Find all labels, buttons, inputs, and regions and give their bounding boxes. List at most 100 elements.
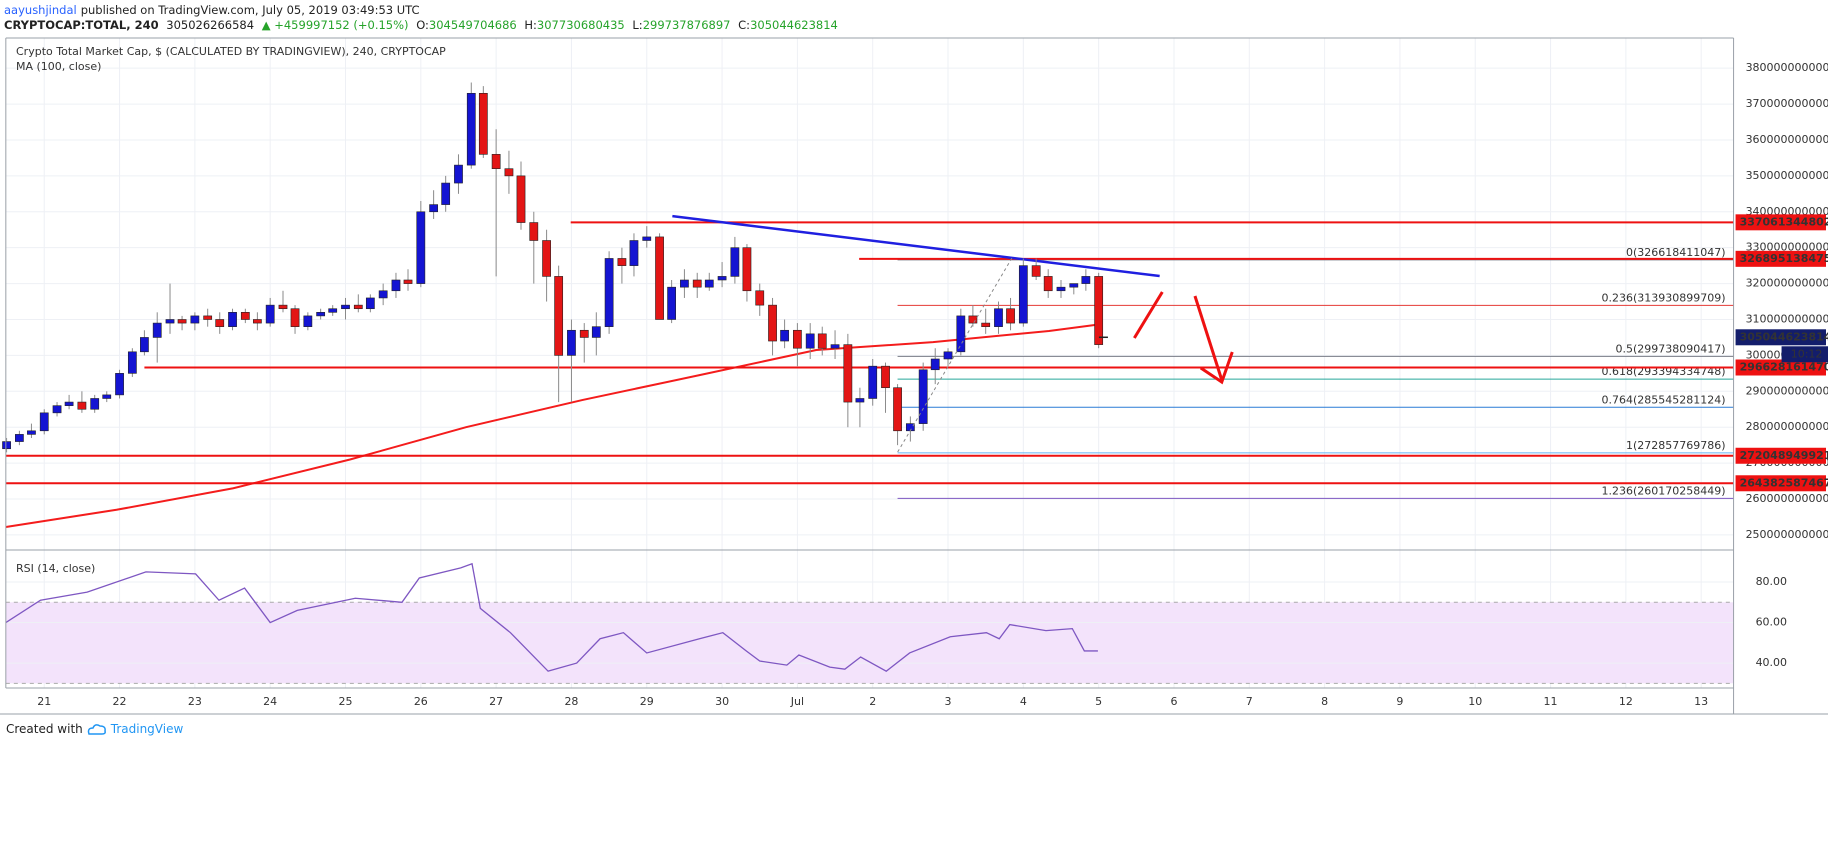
- high: 307730680435: [536, 18, 625, 32]
- candle-body: [77, 401, 87, 410]
- candle-body: [102, 394, 112, 399]
- brand[interactable]: TradingView: [110, 722, 184, 736]
- candle-body: [316, 312, 326, 317]
- level-box: [1735, 447, 1826, 464]
- candle-body: [190, 315, 200, 324]
- arrow-down: [1195, 296, 1222, 380]
- candle-body: [930, 358, 940, 371]
- candle-body: [403, 279, 413, 284]
- candle-body: [830, 344, 840, 349]
- candle-body: [768, 304, 777, 342]
- level-label: 264382587467: [1740, 476, 1828, 489]
- x-tick-label: 10: [1468, 695, 1482, 708]
- candle-body: [805, 333, 815, 349]
- x-tick-label: 30: [715, 695, 729, 708]
- published: published on TradingView.com, July 05, 2…: [80, 3, 420, 17]
- x-tick-label: 8: [1321, 695, 1328, 708]
- candle-body: [215, 319, 225, 327]
- candle-body: [956, 315, 966, 353]
- x-tick-label: 5: [1095, 695, 1102, 708]
- rsi-band: [5, 602, 1734, 684]
- candle-body: [542, 240, 551, 277]
- x-tick-label: 25: [339, 695, 353, 708]
- candle-body: [1031, 265, 1041, 277]
- footer: Created with TradingView: [6, 722, 183, 736]
- candle-body: [843, 344, 853, 403]
- candle-body: [1081, 276, 1091, 284]
- candle-body: [617, 258, 627, 266]
- fib-label: 0(326618411047): [1626, 246, 1726, 259]
- x-tick-label: 27: [489, 695, 503, 708]
- open: 304549704686: [428, 18, 517, 32]
- trendline: [672, 214, 1160, 278]
- candle-body: [203, 315, 213, 320]
- y-tick-label: 260000000000: [1746, 492, 1828, 505]
- x-tick-label: 9: [1396, 695, 1403, 708]
- y-tick-label: 80.00: [1756, 575, 1788, 588]
- candle-body: [579, 329, 589, 338]
- x-tick-label: 4: [1020, 695, 1027, 708]
- rsi-title: RSI (14, close): [16, 562, 95, 575]
- arrow-up: [1134, 292, 1162, 338]
- x-tick-label: 23: [188, 695, 202, 708]
- candle-body: [378, 290, 388, 299]
- candle-body: [491, 154, 501, 169]
- candle-body: [881, 365, 890, 389]
- x-tick-label: 2: [869, 695, 876, 708]
- y-tick-label: 250000000000: [1746, 528, 1828, 541]
- x-tick-label: 12: [1619, 695, 1633, 708]
- candle-body: [504, 168, 514, 177]
- candle-body: [730, 247, 740, 277]
- y-tick-label: 360000000000: [1746, 133, 1828, 146]
- x-tick-label: 29: [640, 695, 654, 708]
- candle-body: [642, 236, 652, 241]
- symbol: CRYPTOCAP:TOTAL, 240: [4, 18, 159, 32]
- candle-body: [303, 315, 313, 327]
- candle-body: [529, 222, 539, 241]
- candle-body: [893, 387, 902, 432]
- candle-body: [365, 297, 375, 310]
- y-tick-label: 290000000000: [1746, 384, 1828, 397]
- close-label: C:: [738, 18, 751, 32]
- level-label: 337061344802: [1740, 215, 1828, 228]
- last-price-box: [1735, 329, 1826, 346]
- x-tick-label: 26: [414, 695, 428, 708]
- change: +459997152 (+0.15%): [274, 18, 409, 32]
- fib-label: 1(272857769786): [1626, 439, 1726, 452]
- x-tick-label: 3: [945, 695, 952, 708]
- candle-body: [591, 326, 601, 338]
- candle-body: [981, 322, 991, 327]
- candle-body: [793, 329, 802, 349]
- x-tick-label: 28: [564, 695, 578, 708]
- candle-body: [918, 369, 928, 424]
- y-tick-label: 380000000000: [1746, 61, 1828, 74]
- author[interactable]: aayushjindal: [4, 3, 77, 17]
- candle-body: [253, 319, 262, 324]
- low: 299737876897: [642, 18, 731, 32]
- candle-body: [2, 441, 11, 450]
- candle-body: [441, 182, 451, 205]
- plot-layer: 21 22 23 24 25 26 27 28 29 30 Jul 2 3 4 5 6 7 8 9 10 11 12 132…: [0, 37, 1828, 715]
- x-tick-label: 11: [1544, 695, 1558, 708]
- candle-body: [567, 329, 576, 356]
- level-box: [1735, 475, 1826, 492]
- fib-label: 0.5(299738090417): [1616, 342, 1726, 355]
- candle-body: [165, 319, 175, 324]
- x-tick-label: 6: [1170, 695, 1177, 708]
- candle-body: [416, 211, 426, 284]
- x-tick-label: 7: [1246, 695, 1253, 708]
- candle-body: [1056, 286, 1066, 292]
- fib-label: 0.764(285545281124): [1602, 393, 1726, 406]
- candle-body: [228, 312, 237, 327]
- candle-body: [27, 430, 36, 435]
- candle-body: [391, 279, 401, 292]
- candle-body: [454, 164, 463, 184]
- candle-body: [1069, 283, 1079, 288]
- created-with: Created with: [6, 722, 83, 736]
- candle-body: [15, 434, 24, 442]
- fib-label: 0.236(313930899709): [1602, 291, 1726, 304]
- candle-body: [994, 308, 1003, 327]
- candle-body: [1043, 276, 1053, 292]
